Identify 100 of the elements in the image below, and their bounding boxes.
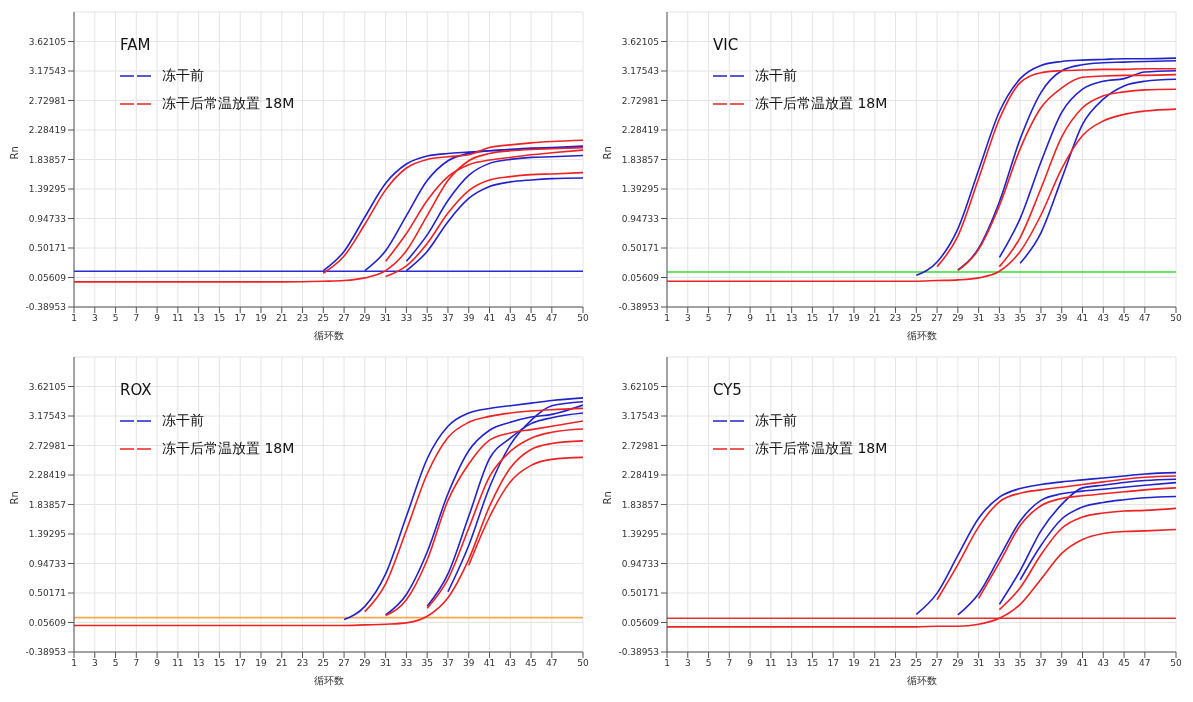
x-tick-label: 5 [112, 313, 119, 324]
x-tick-label: 39 [1056, 658, 1068, 669]
x-axis-title: 循环数 [313, 675, 344, 686]
x-tick-label: 17 [827, 313, 839, 324]
y-tick-label: 1.39295 [28, 529, 66, 540]
x-tick-label: 47 [1139, 658, 1151, 669]
x-tick-label: 29 [952, 313, 964, 324]
text: FAM [120, 36, 151, 54]
y-tick-label: 1.83857 [621, 154, 659, 165]
y-tick-label: 3.17543 [28, 66, 66, 77]
x-tick-label: 41 [1076, 313, 1089, 324]
x-tick-label: 47 [546, 313, 558, 324]
y-tick-label: -0.38953 [25, 302, 66, 313]
x-tick-label: 25 [910, 658, 923, 669]
legend-label: 冻干前 [755, 412, 797, 430]
y-tick-label: -0.38953 [25, 647, 66, 658]
x-tick-label: 1 [664, 313, 670, 324]
y-tick-label: 3.62105 [621, 36, 659, 47]
y-tick-label: 2.28419 [28, 470, 67, 481]
x-tick-label: 39 [1056, 313, 1068, 324]
x-tick-label: 7 [133, 313, 140, 324]
y-tick-label: 2.28419 [621, 125, 660, 136]
y-tick-label: 2.72981 [621, 440, 659, 451]
x-tick-label: 9 [747, 658, 754, 669]
x-tick-label: 45 [1118, 658, 1130, 669]
x-tick-label: 19 [848, 658, 860, 669]
x-tick-label: 47 [1139, 313, 1151, 324]
x-tick-label: 45 [1118, 313, 1130, 324]
x-tick-label: 17 [827, 658, 839, 669]
x-tick-label: 1 [664, 658, 670, 669]
y-tick-label: 0.50171 [621, 243, 659, 254]
x-tick-label: 21 [869, 313, 881, 324]
y-tick-label: -0.38953 [618, 647, 659, 658]
x-tick-label: 25 [317, 658, 330, 669]
x-tick-label: 45 [525, 658, 537, 669]
x-tick-label: 33 [400, 313, 413, 324]
y-tick-label: 2.72981 [28, 95, 66, 106]
x-tick-label: 33 [993, 313, 1006, 324]
x-tick-label: 47 [546, 658, 558, 669]
x-tick-label: 9 [154, 658, 161, 669]
x-tick-label: 50 [1170, 658, 1182, 669]
text: CY5 [713, 381, 742, 399]
x-tick-label: 41 [483, 658, 496, 669]
x-tick-label: 19 [848, 313, 860, 324]
x-tick-label: 37 [442, 313, 454, 324]
y-tick-label: 1.83857 [28, 154, 66, 165]
y-tick-label: 2.72981 [621, 95, 659, 106]
x-tick-label: 33 [400, 658, 413, 669]
x-tick-label: 35 [1014, 658, 1026, 669]
x-tick-label: 17 [234, 313, 246, 324]
x-tick-label: 29 [359, 658, 371, 669]
legend-label: 冻干后常温放置 18M [162, 95, 295, 113]
x-tick-label: 23 [296, 313, 309, 324]
x-tick-label: 9 [747, 313, 754, 324]
y-tick-label: 0.94733 [28, 558, 66, 569]
x-tick-label: 11 [765, 313, 777, 324]
x-tick-label: 23 [889, 313, 902, 324]
x-tick-label: 31 [379, 658, 392, 669]
x-tick-label: 15 [806, 313, 819, 324]
y-tick-label: 0.05609 [621, 272, 660, 283]
y-tick-label: 2.28419 [621, 470, 660, 481]
x-tick-label: 9 [154, 313, 161, 324]
x-tick-label: 7 [133, 658, 140, 669]
x-tick-label: 5 [112, 658, 119, 669]
y-tick-label: 0.05609 [28, 617, 67, 628]
x-tick-label: 21 [276, 313, 288, 324]
x-tick-label: 13 [192, 658, 205, 669]
y-tick-label: 2.72981 [28, 440, 66, 451]
x-tick-label: 50 [577, 658, 589, 669]
x-tick-label: 5 [705, 313, 712, 324]
x-tick-label: 25 [910, 313, 923, 324]
x-axis-title: 循环数 [313, 330, 344, 341]
x-tick-label: 29 [952, 658, 964, 669]
y-tick-label: 0.94733 [28, 213, 66, 224]
legend-label: 冻干前 [755, 67, 797, 85]
y-tick-label: 1.83857 [621, 499, 659, 510]
x-tick-label: 23 [296, 658, 309, 669]
x-tick-label: 3 [91, 658, 98, 669]
y-tick-label: 0.05609 [28, 272, 67, 283]
y-axis-title: Rn [601, 491, 613, 505]
text: VIC [713, 36, 739, 54]
x-tick-label: 23 [889, 658, 902, 669]
x-tick-label: 19 [255, 313, 267, 324]
legend-label: 冻干后常温放置 18M [755, 95, 888, 113]
x-tick-label: 27 [931, 658, 943, 669]
x-tick-label: 31 [972, 313, 985, 324]
x-tick-label: 1 [71, 658, 77, 669]
x-tick-label: 41 [1076, 658, 1089, 669]
y-tick-label: 0.50171 [28, 588, 66, 599]
x-tick-label: 50 [577, 313, 589, 324]
x-tick-label: 11 [172, 313, 184, 324]
x-tick-label: 11 [172, 658, 184, 669]
y-tick-label: -0.38953 [618, 302, 659, 313]
x-tick-label: 39 [463, 313, 475, 324]
legend-label: 冻干前 [162, 67, 204, 85]
x-tick-label: 37 [1035, 658, 1047, 669]
y-tick-label: 1.39295 [621, 529, 659, 540]
x-tick-label: 17 [234, 658, 246, 669]
y-tick-label: 0.94733 [621, 213, 659, 224]
y-tick-label: 0.94733 [621, 558, 659, 569]
